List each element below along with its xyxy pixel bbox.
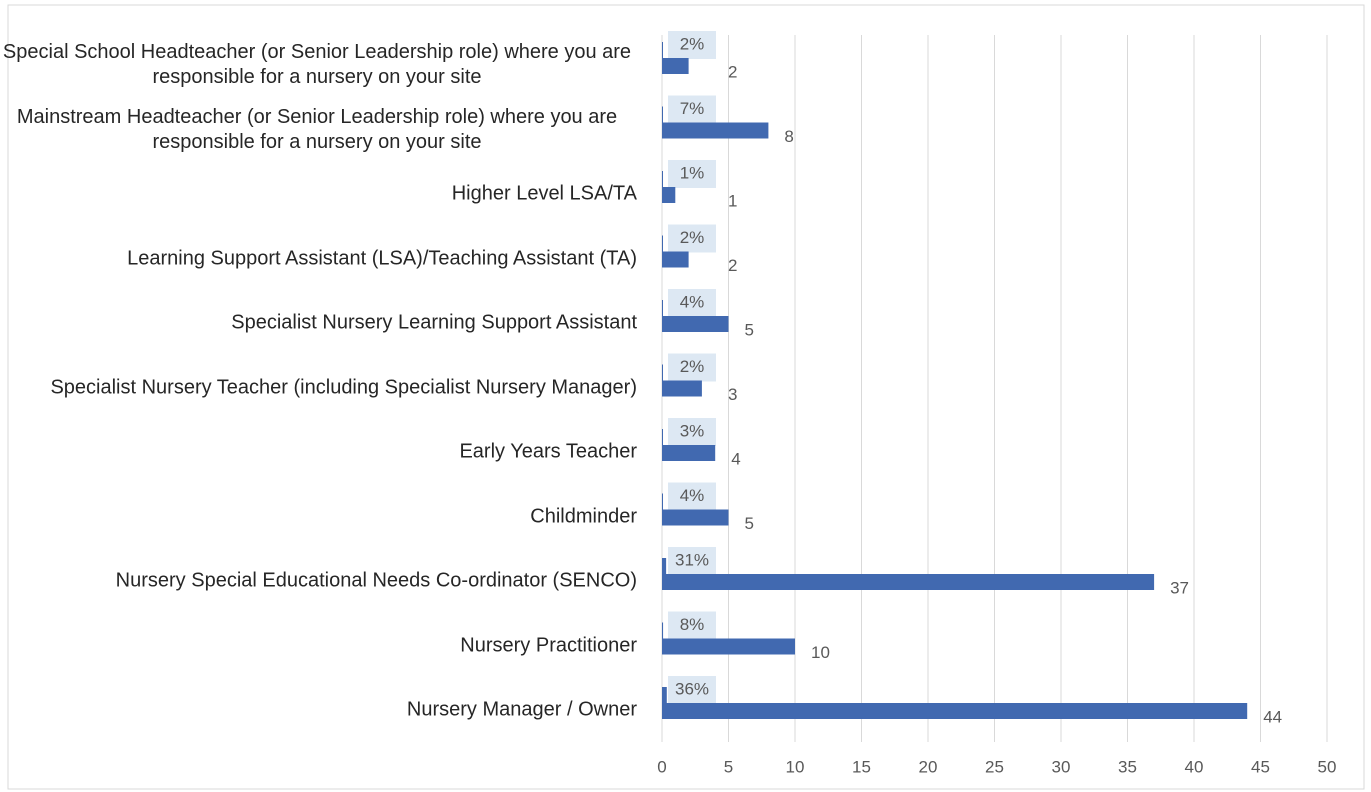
chart-frame <box>7 4 1365 790</box>
bar <box>662 316 729 332</box>
bar <box>662 364 663 381</box>
value-label-box <box>668 482 716 511</box>
y-tick-label: Specialist Nursery Learning Support Assi… <box>0 311 637 336</box>
category-text: Special School Headteacher (or Senior Le… <box>2 41 632 88</box>
x-tick-label: 10 <box>786 757 805 776</box>
bar <box>662 574 1155 590</box>
bar <box>662 300 663 316</box>
value-label: 36% <box>675 679 709 698</box>
bar <box>662 380 702 397</box>
value-label: 37 <box>1170 578 1189 597</box>
bar <box>662 122 769 139</box>
value-label: 1% <box>680 163 705 182</box>
bar <box>662 638 795 655</box>
x-tick-label: 0 <box>657 757 666 776</box>
y-tick-label: Nursery Manager / Owner <box>0 698 637 723</box>
x-tick-label: 35 <box>1118 757 1137 776</box>
value-label: 44 <box>1263 707 1282 726</box>
bar <box>662 187 676 203</box>
value-label: 2 <box>728 256 737 275</box>
bar <box>662 622 664 639</box>
value-label-box <box>668 611 716 640</box>
y-tick-label: Mainstream Headteacher (or Senior Leader… <box>0 105 637 155</box>
category-text: Nursery Manager / Owner <box>406 698 637 721</box>
x-tick-label: 45 <box>1251 757 1270 776</box>
category-text: Nursery Practitioner <box>460 634 637 656</box>
value-label: 2% <box>680 357 705 376</box>
x-tick-label: 20 <box>919 757 938 776</box>
bar <box>662 42 663 58</box>
y-tick-label: Nursery Practitioner <box>0 633 637 658</box>
value-label: 31% <box>675 550 709 569</box>
value-label: 4% <box>680 486 705 505</box>
bar <box>662 558 667 574</box>
value-label-box <box>668 676 716 704</box>
value-label-box <box>668 289 716 317</box>
y-tick-label: Early Years Teacher <box>0 440 637 465</box>
category-text: Learning Support Assistant (LSA)/Teachin… <box>127 247 637 269</box>
value-label: 3 <box>728 385 737 404</box>
value-label-box <box>668 160 716 188</box>
y-tick-label: Specialist Nursery Teacher (including Sp… <box>0 375 637 400</box>
x-tick-label: 50 <box>1318 757 1337 776</box>
x-tick-label: 15 <box>852 757 871 776</box>
x-tick-label: 30 <box>1052 757 1071 776</box>
value-label: 2% <box>680 34 705 53</box>
value-label-box <box>668 547 716 575</box>
bar <box>662 703 1248 719</box>
value-label-box <box>668 224 716 253</box>
y-tick-label: Nursery Special Educational Needs Co-ord… <box>0 569 637 594</box>
value-label: 7% <box>680 99 705 118</box>
value-label-box <box>668 95 716 124</box>
x-tick-label: 40 <box>1185 757 1204 776</box>
bar <box>662 251 689 268</box>
value-label: 1 <box>728 191 737 210</box>
bar <box>662 509 729 526</box>
value-label: 5 <box>745 320 754 339</box>
value-label: 2 <box>728 62 737 81</box>
category-text: Childminder <box>530 505 637 527</box>
x-tick-label: 5 <box>724 757 733 776</box>
bar <box>662 171 663 187</box>
value-label: 2% <box>680 228 705 247</box>
value-label: 3% <box>680 421 705 440</box>
y-tick-label: Higher Level LSA/TA <box>0 182 637 207</box>
bar <box>662 235 663 252</box>
y-tick-label: Learning Support Assistant (LSA)/Teachin… <box>0 246 637 271</box>
value-label-box <box>668 353 716 382</box>
category-text: Early Years Teacher <box>459 440 637 463</box>
bar <box>662 445 716 461</box>
value-label-box <box>668 418 716 446</box>
value-label: 4% <box>680 292 705 311</box>
value-label: 10 <box>811 643 830 662</box>
y-tick-label: Special School Headteacher (or Senior Le… <box>0 40 637 90</box>
value-label: 4 <box>731 449 740 468</box>
bar <box>662 493 663 510</box>
category-text: Specialist Nursery Learning Support Assi… <box>231 311 637 334</box>
category-text: Nursery Special Educational Needs Co-ord… <box>115 569 637 592</box>
bar <box>662 687 667 703</box>
value-label: 8% <box>680 615 705 634</box>
value-label-box <box>668 31 716 59</box>
bar <box>662 106 663 123</box>
bar <box>662 429 663 445</box>
y-tick-label: Childminder <box>0 504 637 529</box>
category-text: Mainstream Headteacher (or Senior Leader… <box>16 105 618 153</box>
category-text: Higher Level LSA/TA <box>451 182 637 205</box>
x-tick-label: 25 <box>985 757 1004 776</box>
bar <box>662 58 689 74</box>
value-label: 8 <box>784 127 793 146</box>
value-label: 5 <box>745 514 754 533</box>
category-text: Specialist Nursery Teacher (including Sp… <box>50 376 637 398</box>
